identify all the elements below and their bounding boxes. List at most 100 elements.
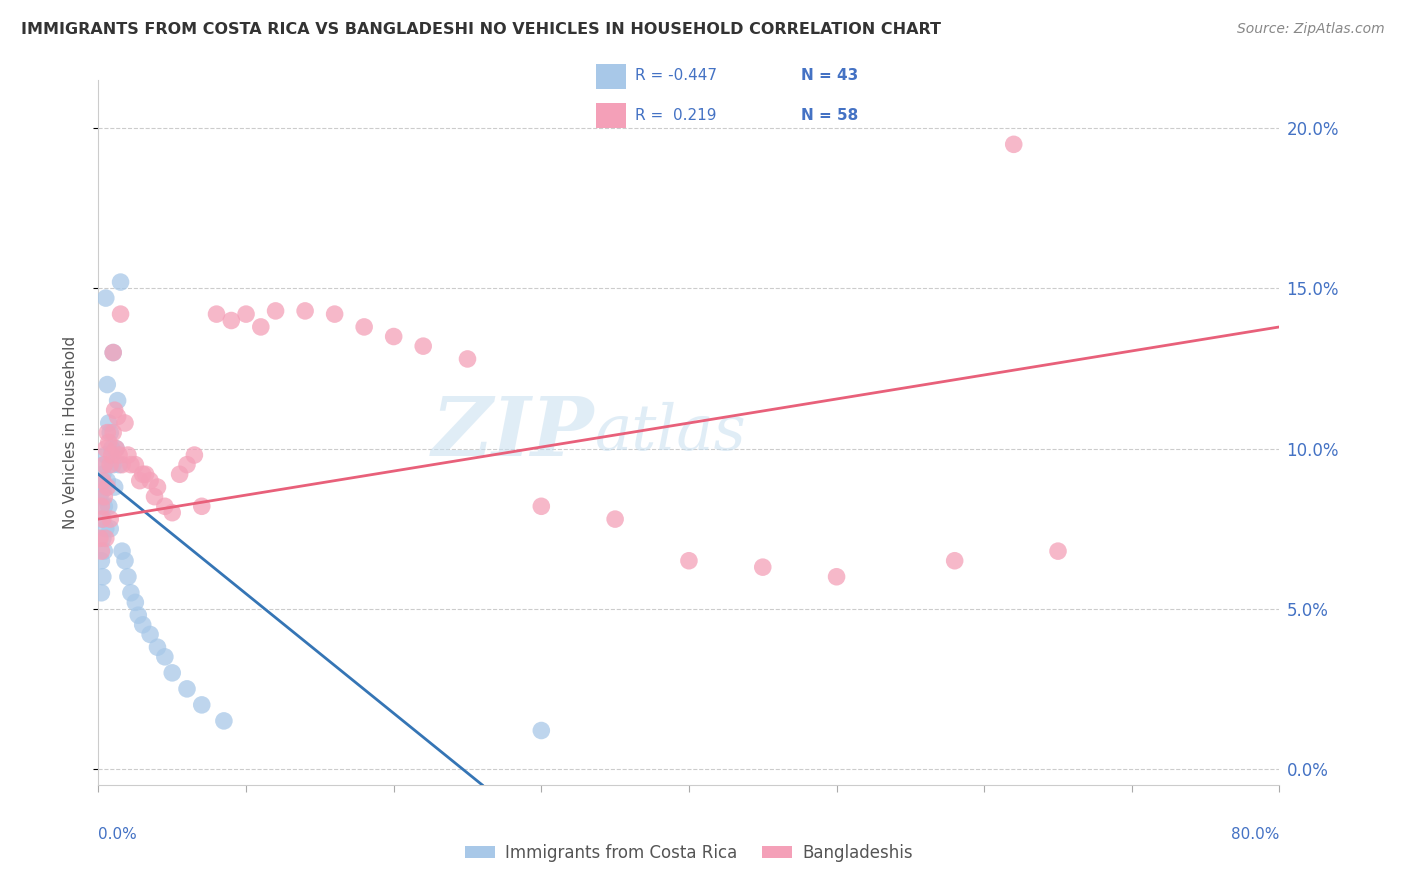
Text: atlas: atlas (595, 401, 747, 464)
Point (108, 458, 131, 472)
Point (143, 490, 166, 504)
Point (104, 480, 127, 494)
Point (605, 512, 627, 526)
Point (90, 512, 112, 526)
Point (104, 403, 127, 417)
Point (205, 307, 228, 321)
Point (153, 500, 176, 514)
Point (139, 627, 162, 641)
Point (111, 458, 134, 472)
Point (124, 458, 146, 472)
Point (89, 532, 111, 546)
Point (114, 554, 136, 568)
Point (103, 458, 125, 472)
Point (91, 512, 114, 526)
Point (93, 544, 115, 558)
Point (90, 500, 112, 514)
Point (100, 448, 122, 462)
Point (191, 500, 214, 514)
Point (264, 304, 287, 318)
Point (93, 458, 115, 472)
Point (97, 416, 120, 430)
Point (412, 339, 434, 353)
Point (91, 570, 114, 584)
Point (105, 442, 128, 456)
Point (294, 304, 316, 318)
Bar (596, 103, 626, 128)
Text: R = -0.447: R = -0.447 (636, 69, 717, 84)
Point (91, 467, 114, 482)
Point (90, 554, 112, 568)
Point (96, 377, 118, 392)
Bar (596, 63, 626, 89)
Legend: Immigrants from Costa Rica, Bangladeshis: Immigrants from Costa Rica, Bangladeshis (458, 837, 920, 868)
Point (93, 490, 115, 504)
Text: 80.0%: 80.0% (1232, 827, 1279, 842)
Point (111, 544, 134, 558)
Y-axis label: No Vehicles in Household: No Vehicles in Household (63, 336, 77, 529)
Point (353, 319, 375, 334)
Point (98, 512, 121, 526)
Point (93, 500, 115, 514)
Point (457, 351, 479, 366)
Point (943, 554, 966, 568)
Point (91, 483, 114, 498)
Point (120, 586, 142, 600)
Point (100, 442, 122, 456)
Point (114, 416, 136, 430)
Text: 0.0%: 0.0% (98, 827, 138, 842)
Point (107, 409, 129, 424)
Point (146, 640, 169, 655)
Point (98, 458, 121, 472)
Point (96, 474, 118, 488)
Point (382, 329, 405, 343)
Point (127, 608, 149, 623)
Text: IMMIGRANTS FROM COSTA RICA VS BANGLADESHI NO VEHICLES IN HOUSEHOLD CORRELATION C: IMMIGRANTS FROM COSTA RICA VS BANGLADESH… (21, 22, 941, 37)
Point (107, 393, 129, 408)
Point (183, 448, 205, 462)
Point (103, 345, 125, 359)
Text: ZIP: ZIP (432, 392, 595, 473)
Point (91, 474, 114, 488)
Text: N = 43: N = 43 (801, 69, 859, 84)
Point (176, 458, 198, 472)
Point (176, 681, 198, 696)
Point (132, 617, 155, 632)
Point (94, 291, 117, 305)
Point (1002, 137, 1025, 152)
Point (1046, 544, 1070, 558)
Point (235, 307, 257, 321)
Point (93, 458, 115, 472)
Point (110, 275, 132, 289)
Point (153, 649, 176, 664)
Point (132, 467, 155, 482)
Point (110, 307, 132, 321)
Point (94, 442, 117, 456)
Point (96, 480, 118, 494)
Point (96, 425, 118, 440)
Point (98, 425, 121, 440)
Point (94, 448, 117, 462)
Point (90, 544, 112, 558)
Point (94, 532, 117, 546)
Point (105, 442, 128, 456)
Point (89, 490, 111, 504)
Point (323, 307, 346, 321)
Point (250, 319, 273, 334)
Point (98, 522, 121, 536)
Point (212, 714, 235, 728)
Point (135, 467, 157, 482)
Point (221, 313, 243, 327)
Point (191, 698, 214, 712)
Point (146, 480, 169, 494)
Point (678, 554, 700, 568)
Point (117, 448, 139, 462)
Point (169, 467, 191, 482)
Point (120, 458, 142, 472)
Point (825, 570, 848, 584)
Point (103, 345, 125, 359)
Point (124, 595, 146, 609)
Point (97, 500, 120, 514)
Point (108, 448, 131, 462)
Point (752, 560, 775, 574)
